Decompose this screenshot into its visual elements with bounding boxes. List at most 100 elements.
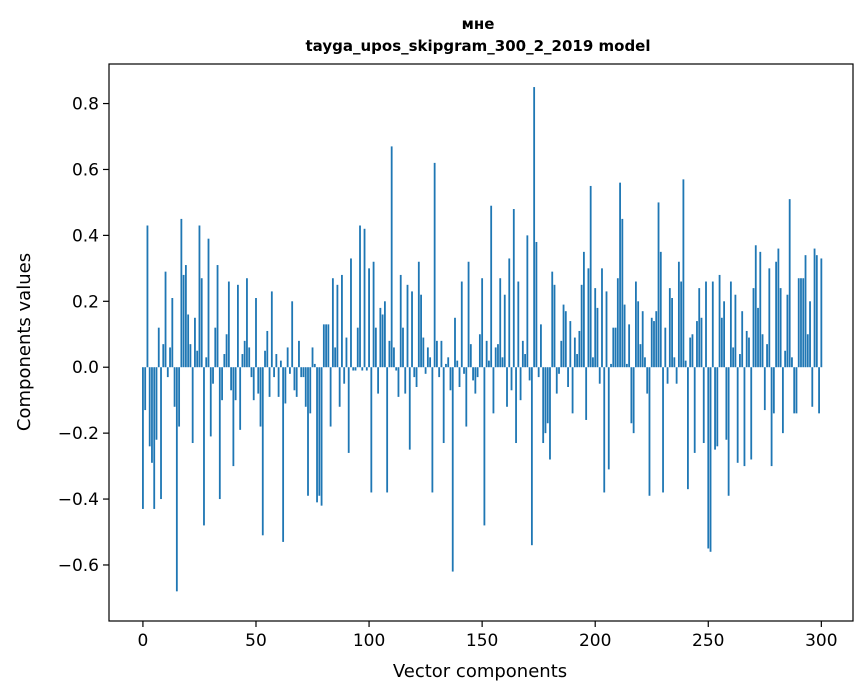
bar-component-181 [551,271,554,368]
bar-component-125 [424,367,427,374]
bar-component-71 [302,367,305,378]
bar-component-74 [309,367,312,414]
bar-component-285 [786,294,789,368]
bar-component-1 [144,367,147,411]
ticks-group: 0 50 100 150 200 250 300 −0.6 −0.4 −0.2 0.0 0.2 0.4 0… [58,95,838,651]
bar-component-204 [603,367,606,493]
bar-component-38 [227,281,230,368]
bar-component-186 [562,304,565,368]
bar-component-191 [573,337,576,368]
bar-component-229 [659,251,662,368]
bar-component-103 [374,327,377,368]
y-tick-label: 0.0 [72,358,99,378]
bar-component-61 [279,360,282,368]
bar-component-188 [567,367,569,387]
bar-component-197 [587,268,590,368]
bar-component-239 [682,179,685,368]
bar-component-21 [189,344,192,368]
bar-component-219 [637,301,640,368]
bar-component-266 [743,367,746,467]
bar-component-190 [571,367,574,414]
bar-component-213 [623,304,626,368]
bar-component-133 [442,367,445,444]
x-tick-label: 150 [466,631,498,651]
bar-component-86 [336,284,339,368]
bar-component-77 [316,367,318,503]
bar-component-174 [535,241,538,368]
bar-component-36 [223,354,226,368]
bar-component-206 [607,367,610,470]
bar-component-42 [237,284,239,368]
y-tick-label: −0.2 [58,424,99,444]
bar-component-208 [612,327,615,368]
bar-component-280 [775,261,778,368]
bar-component-44 [241,354,244,368]
bar-component-96 [359,225,361,368]
bar-component-250 [707,367,710,549]
bar-component-121 [415,367,418,387]
bar-component-216 [630,367,633,424]
bar-component-185 [560,340,563,368]
bar-component-261 [732,347,735,368]
bar-component-242 [689,337,692,368]
bar-component-223 [646,367,649,394]
bar-component-192 [576,354,579,368]
bar-component-85 [334,347,337,368]
bar-component-137 [451,367,454,572]
bar-component-286 [788,199,791,368]
bar-component-198 [589,185,592,368]
bar-component-90 [345,337,348,368]
bar-component-199 [592,357,594,368]
bar-component-78 [318,367,321,496]
bar-component-72 [304,367,307,407]
bar-component-102 [372,261,375,368]
bar-component-101 [370,367,373,493]
bar-component-194 [580,284,583,368]
bar-component-224 [648,367,651,496]
bar-component-238 [680,281,683,368]
bar-component-145 [469,344,472,368]
bar-component-37 [225,334,228,368]
bar-component-236 [675,367,678,384]
bar-component-189 [569,321,572,368]
bar-component-142 [463,367,465,374]
bar-component-211 [619,182,621,368]
bar-component-183 [555,367,558,394]
bar-component-64 [286,347,289,368]
bar-component-88 [341,274,343,368]
bar-component-58 [273,367,275,378]
bar-component-97 [361,367,364,371]
bar-component-139 [456,360,459,368]
bar-component-265 [741,311,744,368]
bar-component-47 [248,347,251,368]
bar-component-107 [383,301,386,368]
bar-component-228 [657,202,660,368]
bar-component-114 [399,274,402,368]
bar-component-129 [433,162,436,368]
bar-component-187 [564,311,567,368]
bar-component-87 [338,367,341,407]
bar-component-263 [736,367,739,463]
bar-component-52 [259,367,262,427]
bar-component-275 [763,367,766,411]
bar-component-251 [709,367,712,552]
bar-component-39 [230,367,233,391]
bar-component-268 [748,337,750,368]
x-axis-label: Vector components [393,661,567,682]
bar-component-169 [524,354,526,368]
bar-component-256 [720,317,723,368]
bar-component-244 [693,367,696,453]
bar-component-154 [490,205,493,368]
bar-component-173 [533,87,536,368]
bar-component-95 [356,327,359,368]
bar-component-202 [598,367,601,384]
bar-component-93 [352,367,355,371]
bar-component-215 [628,324,631,368]
bar-component-66 [291,301,294,368]
bar-component-49 [252,367,255,401]
bar-component-296 [811,367,814,407]
bar-component-8 [160,367,162,500]
bar-component-67 [293,367,296,391]
x-tick-label: 0 [138,631,149,651]
